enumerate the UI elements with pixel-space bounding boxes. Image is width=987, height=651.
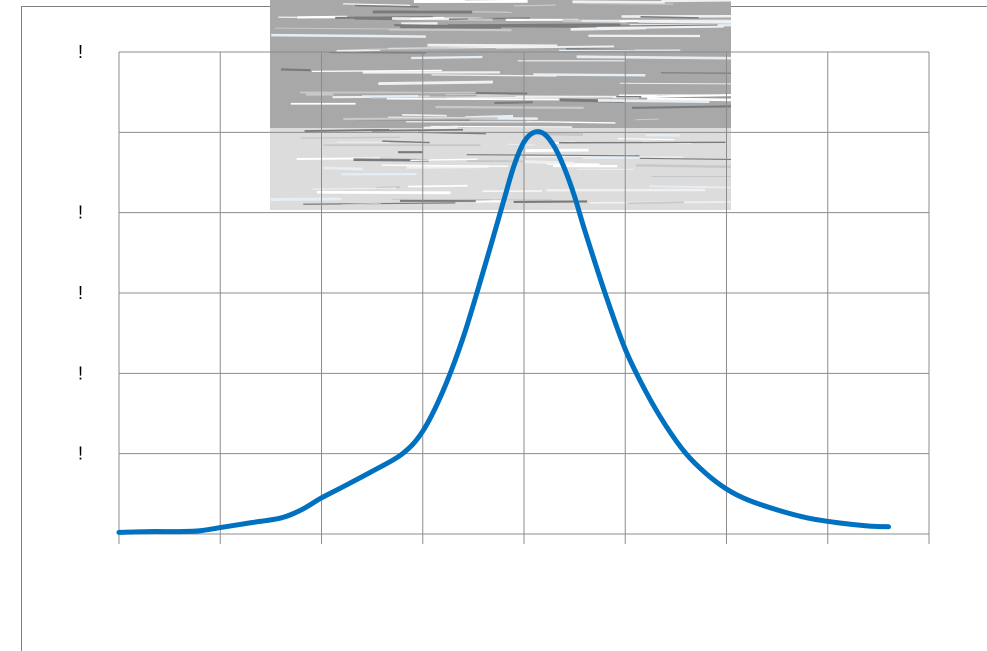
y-tick-label: ! — [78, 444, 83, 464]
noise-stroke — [423, 125, 458, 130]
noise-stroke — [323, 166, 363, 171]
y-tick-label: ! — [78, 203, 83, 223]
series-line-0 — [116, 129, 891, 535]
noise-stroke — [382, 140, 430, 144]
noise-stroke — [649, 185, 731, 189]
noise-stroke — [431, 74, 557, 77]
noise-stroke — [407, 184, 468, 188]
noise-stroke — [631, 105, 732, 109]
noise-stroke — [280, 68, 311, 72]
noise-stroke — [336, 48, 381, 52]
noise-stroke — [402, 114, 447, 117]
noise-stroke — [435, 105, 584, 110]
noise-stroke — [466, 154, 640, 157]
grid-layer — [118, 51, 930, 544]
noise-stroke — [411, 55, 483, 60]
noise-stroke — [355, 4, 419, 8]
noise-stroke — [619, 82, 732, 85]
noise-stroke — [635, 118, 659, 121]
noise-band — [270, 0, 732, 210]
noise-stroke — [647, 97, 732, 102]
noise-stroke — [394, 24, 484, 28]
noise-stroke — [343, 3, 411, 6]
noise-stroke — [617, 138, 675, 141]
y-tick-label: ! — [78, 363, 83, 383]
noise-stroke — [447, 23, 621, 27]
noise-stroke — [341, 202, 382, 206]
noise-stroke — [311, 69, 442, 73]
noise-stroke — [513, 4, 556, 7]
noise-stroke — [627, 201, 685, 205]
noise-stroke — [524, 160, 575, 165]
noise-stroke — [381, 164, 508, 167]
noise-stroke — [427, 43, 558, 48]
y-tick-label: ! — [78, 283, 83, 303]
y-tick-label: ! — [78, 42, 83, 62]
noise-stroke — [343, 117, 498, 121]
noise-stroke — [496, 45, 614, 49]
noise-stroke — [386, 97, 559, 101]
noise-stroke — [311, 187, 397, 190]
noise-stroke — [635, 164, 732, 169]
noise-stroke — [271, 33, 426, 38]
noise-stroke — [597, 98, 710, 104]
noise-stroke — [494, 101, 533, 104]
noise-stroke — [640, 15, 699, 19]
noise-stroke — [638, 20, 732, 24]
noise-stroke — [400, 26, 501, 30]
noise-stroke — [378, 80, 493, 86]
noise-stroke — [410, 158, 478, 162]
noise-stroke — [270, 197, 342, 201]
noise-stroke — [561, 24, 718, 28]
noise-stroke — [388, 28, 512, 32]
noise-stroke — [641, 94, 732, 98]
noise-stroke — [572, 0, 665, 4]
noise-stroke — [661, 0, 732, 3]
noise-stroke — [533, 73, 646, 77]
noise-stroke — [296, 157, 381, 160]
noise-stroke — [406, 165, 489, 169]
noise-stroke — [368, 47, 449, 50]
noise-band-top — [270, 0, 731, 128]
noise-stroke — [316, 190, 451, 195]
noise-stroke — [354, 16, 396, 21]
noise-stroke — [411, 16, 445, 20]
noise-stroke — [371, 128, 464, 132]
noise-stroke — [570, 26, 647, 31]
noise-stroke — [639, 157, 732, 160]
tick-labels: !!!!! — [78, 42, 83, 464]
noise-stroke — [584, 2, 674, 5]
noise-stroke — [300, 136, 401, 139]
noise-stroke — [576, 55, 732, 60]
noise-stroke — [370, 95, 516, 99]
